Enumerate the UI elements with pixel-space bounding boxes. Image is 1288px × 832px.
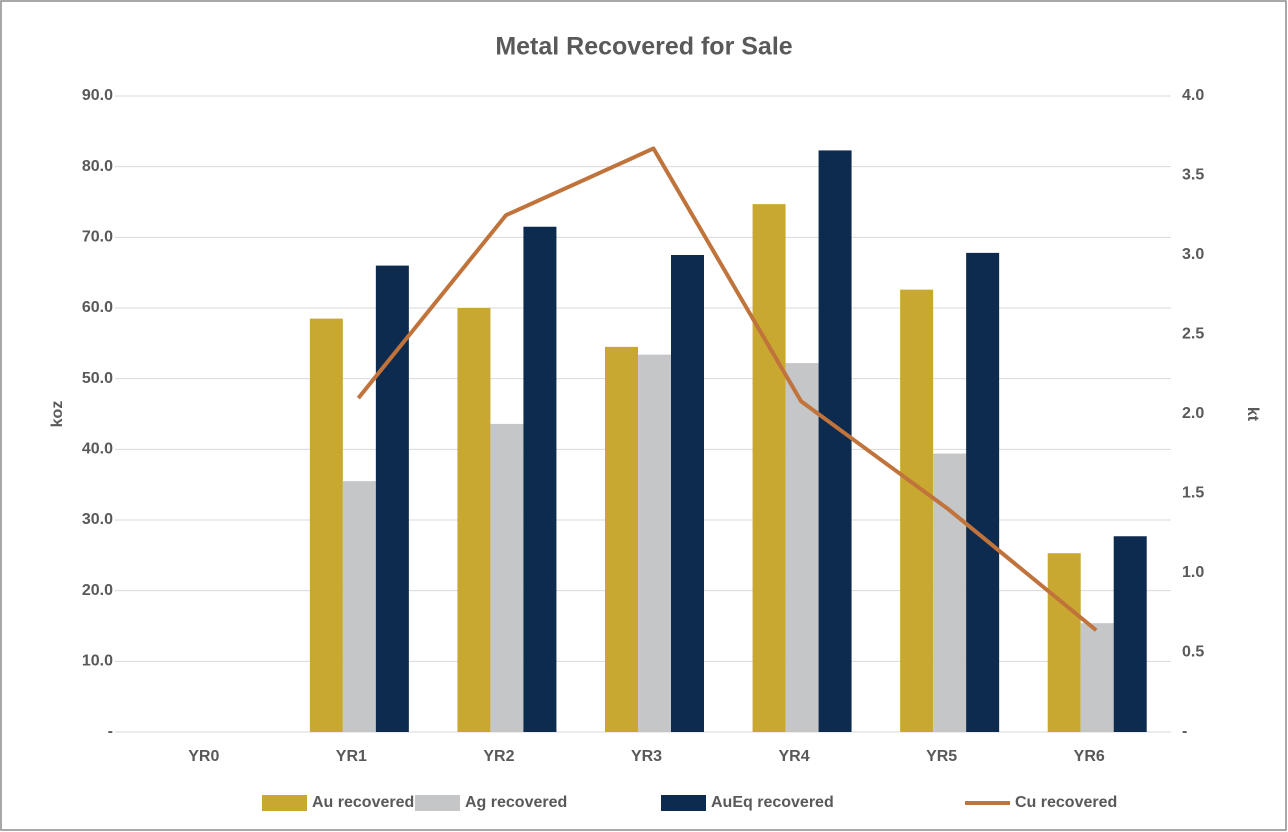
bar (933, 453, 967, 732)
y-tick-label: 70.0 (82, 229, 113, 246)
bar (342, 481, 376, 732)
y-tick-label: - (108, 723, 113, 740)
bar (1080, 623, 1114, 732)
bar (671, 255, 704, 732)
legend-label: AuEq recovered (711, 794, 834, 811)
bar (785, 363, 819, 732)
y-tick-label: 30.0 (82, 511, 113, 528)
bar (818, 150, 852, 732)
legend-label: Ag recovered (465, 794, 567, 811)
bar (1047, 553, 1081, 732)
y-tick-label: 50.0 (82, 370, 113, 387)
legend-swatch (262, 795, 307, 811)
bar (638, 354, 671, 732)
y2-tick-label: 1.5 (1182, 485, 1204, 502)
bar (900, 289, 934, 732)
bar (605, 346, 638, 732)
bar (375, 265, 409, 732)
bar (457, 308, 491, 732)
legend-swatch (415, 795, 460, 811)
y2-axis-title: kt (1244, 407, 1261, 422)
x-tick-label: YR3 (631, 748, 662, 765)
y-axis-title: koz (49, 401, 66, 428)
y-tick-label: 60.0 (82, 299, 113, 316)
y2-tick-label: 2.0 (1182, 405, 1204, 422)
y2-tick-label: - (1182, 723, 1187, 740)
x-tick-label: YR4 (779, 748, 810, 765)
bar (490, 423, 524, 732)
x-tick-label: YR2 (483, 748, 514, 765)
x-tick-label: YR6 (1074, 748, 1105, 765)
y-tick-label: 90.0 (82, 87, 113, 104)
bar (523, 226, 557, 732)
y-tick-label: 10.0 (82, 653, 113, 670)
bar (966, 252, 1000, 732)
y-tick-label: 20.0 (82, 582, 113, 599)
x-tick-label: YR5 (926, 748, 957, 765)
bar (1113, 536, 1147, 732)
y2-tick-label: 2.5 (1182, 326, 1204, 343)
chart-title: Metal Recovered for Sale (495, 33, 792, 61)
bar (309, 318, 343, 732)
legend-swatch (661, 795, 706, 811)
bar (752, 204, 786, 732)
x-tick-label: YR0 (188, 748, 219, 765)
line (356, 146, 1098, 632)
y2-tick-label: 4.0 (1182, 87, 1204, 104)
y2-tick-label: 1.0 (1182, 564, 1204, 581)
y-tick-label: 40.0 (82, 441, 113, 458)
x-tick-label: YR1 (336, 748, 367, 765)
y-tick-label: 80.0 (82, 158, 113, 175)
y2-tick-label: 3.5 (1182, 167, 1204, 184)
y2-tick-label: 3.0 (1182, 246, 1204, 263)
legend-label: Au recovered (312, 794, 414, 811)
y2-tick-label: 0.5 (1182, 644, 1204, 661)
legend-label: Cu recovered (1015, 794, 1117, 811)
